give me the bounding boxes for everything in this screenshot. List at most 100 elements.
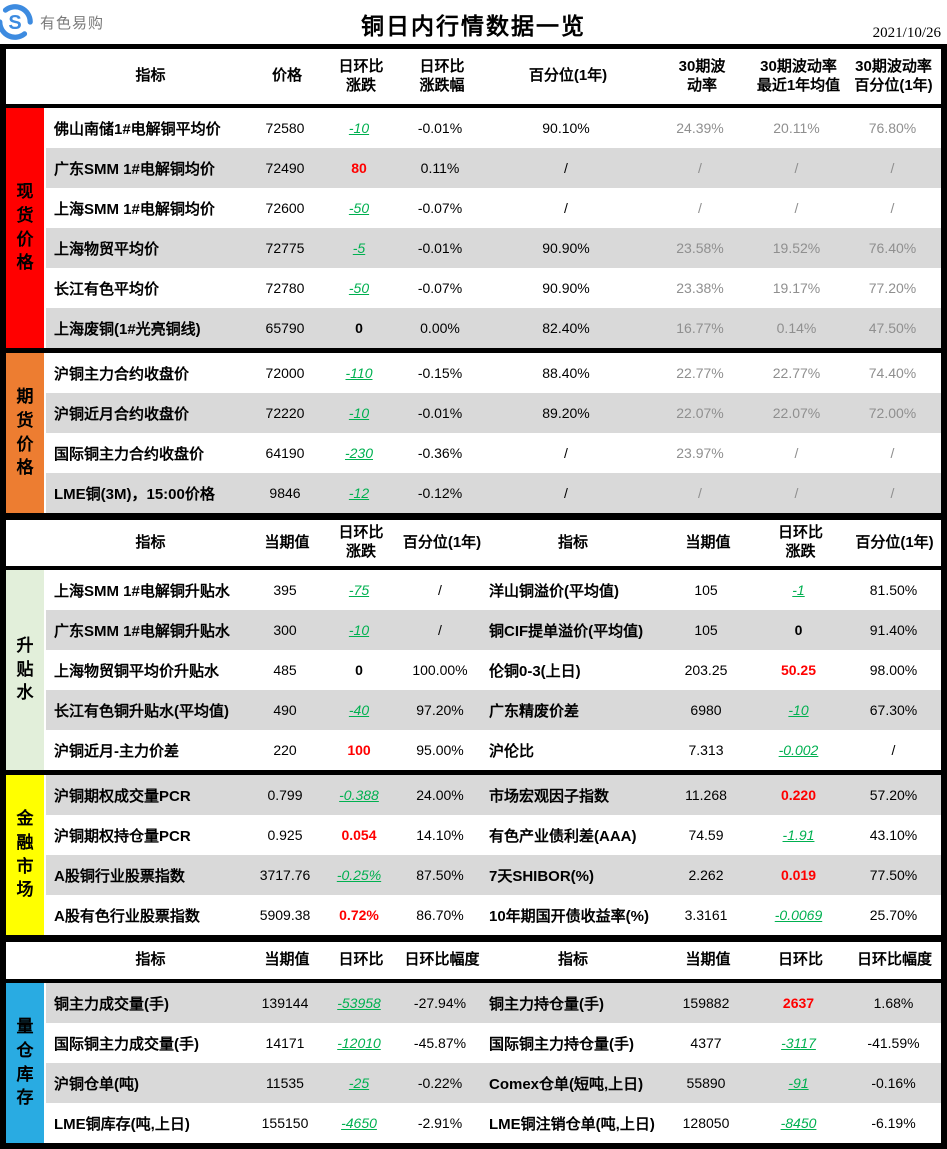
- cell-value: 47.50%: [868, 320, 917, 336]
- cell-value: /: [698, 160, 702, 176]
- column-header: 百分位(1年): [528, 67, 608, 85]
- cell-value: -75: [348, 582, 370, 598]
- cell-value: 77.50%: [869, 867, 918, 883]
- cell-value: 74.59: [688, 827, 724, 843]
- section-label-char: 量: [16, 1017, 34, 1037]
- cell-value: /: [794, 485, 799, 501]
- cell-value: 76.40%: [868, 240, 917, 256]
- cell-value: 72775: [265, 240, 305, 256]
- row-label: 上海物贸铜平均价升贴水: [54, 662, 220, 680]
- cell-value: /: [564, 445, 568, 461]
- cell-value: -230: [344, 445, 374, 461]
- cell-value: /: [794, 200, 799, 216]
- table-row: A股铜行业股票指数 3717.76 -0.25% 87.50% 7天SHIBOR(%) 2…: [46, 855, 941, 895]
- svg-text:S: S: [8, 12, 21, 34]
- table-row: 上海物贸平均价 72775 -5 -0.01% 90.90% 23.58% 19.52% 76…: [46, 228, 941, 268]
- row-label: 伦铜0-3(上日): [489, 662, 581, 680]
- cell-value: 0.799: [267, 787, 303, 803]
- section-label-char: 市: [16, 856, 34, 876]
- row-label: 沪铜仓单(吨): [54, 1075, 139, 1093]
- cell-value: -0.01%: [417, 240, 463, 256]
- cell-value: /: [564, 160, 568, 176]
- row-label: 沪铜近月-主力价差: [54, 742, 179, 760]
- cell-value: -6.19%: [871, 1115, 916, 1131]
- section-label-char: 货: [16, 205, 34, 225]
- cell-value: 55890: [686, 1075, 726, 1091]
- cell-value: 65790: [265, 320, 305, 336]
- cell-value: 155150: [261, 1115, 309, 1131]
- cell-value: 490: [273, 702, 297, 718]
- column-header: 30期波 动率: [678, 57, 726, 94]
- cell-value: 76.80%: [868, 120, 917, 136]
- logo-s-icon: S: [0, 4, 33, 40]
- cell-value: 11.268: [685, 787, 727, 803]
- cell-value: 97.20%: [416, 702, 464, 718]
- cell-value: -50: [348, 280, 370, 296]
- cell-value: 0: [355, 320, 363, 336]
- column-header: 指标: [135, 67, 166, 85]
- cell-value: -0.002: [778, 742, 819, 758]
- table-header-row: 指标 当期值 日环比 日环比幅度 指标 当期值 日环比 日环比幅度: [6, 942, 941, 983]
- column-header: 指标: [557, 951, 588, 969]
- cell-value: 87.50%: [416, 867, 464, 883]
- section-label-char: 水: [16, 683, 34, 703]
- column-header: 日环比幅度: [404, 951, 480, 969]
- cell-value: 24.00%: [416, 787, 464, 803]
- cell-value: 2.262: [688, 867, 724, 883]
- cell-value: 16.77%: [676, 320, 724, 336]
- column-header: 日环比幅度: [856, 951, 932, 969]
- cell-value: 485: [273, 662, 297, 678]
- row-label: 上海物贸平均价: [54, 240, 160, 258]
- cell-value: /: [794, 160, 799, 176]
- column-header: 当期值: [685, 951, 731, 969]
- section-rows: 沪铜主力合约收盘价 72000 -110 -0.15% 88.40% 22.77% 22.7…: [46, 353, 941, 513]
- cell-value: -10: [348, 120, 370, 136]
- table-row: 长江有色铜升贴水(平均值) 490 -40 97.20% 广东精废价差 6980 -10 67…: [46, 690, 941, 730]
- table-sections: 升贴水上海SMM 1#电解铜升贴水 395 -75/洋山铜溢价(平均值) 105 -1 8…: [6, 570, 941, 935]
- cell-value: -0.16%: [871, 1075, 916, 1091]
- cell-value: -8450: [780, 1115, 817, 1131]
- cell-value: /: [890, 485, 895, 501]
- section-label-spot-price: 现货价格: [6, 108, 46, 348]
- row-label: 长江有色铜升贴水(平均值): [54, 702, 229, 720]
- cell-value: 100: [347, 742, 371, 758]
- section-label-char: 升: [16, 635, 34, 655]
- section-label-char: 仓: [16, 1040, 34, 1060]
- row-label: 沪铜期权持仓量PCR: [54, 827, 191, 845]
- row-label: 国际铜主力合约收盘价: [54, 445, 205, 463]
- table-row: 国际铜主力成交量(手) 14171 -12010 -45.87% 国际铜主力持仓量(手)…: [46, 1023, 941, 1063]
- cell-value: 90.90%: [542, 240, 590, 256]
- section-label-char: 货: [16, 410, 34, 430]
- table-header-row: 指标 价格 日环比 涨跌 日环比 涨跌幅 百分位(1年) 30期波 动率 30期波动率 最近…: [6, 49, 941, 108]
- section-label-premium-discount: 升贴水: [6, 570, 46, 770]
- section-label-char: 价: [16, 434, 34, 454]
- section-label-char: 格: [16, 458, 34, 478]
- row-label: 上海SMM 1#电解铜均价: [54, 200, 215, 218]
- cell-value: 81.50%: [869, 582, 918, 598]
- table-row: 国际铜主力合约收盘价 64190 -230 -0.36% / 23.97% / /: [46, 433, 941, 473]
- cell-value: -1: [792, 582, 805, 598]
- column-header: 30期波动率 最近1年均值: [756, 57, 841, 94]
- cell-value: 43.10%: [869, 827, 918, 843]
- volume-inventory-table: 指标 当期值 日环比 日环比幅度 指标 当期值 日环比 日环比幅度 量仓库存铜主力成交量(手)…: [0, 935, 947, 1149]
- cell-value: -40: [348, 702, 370, 718]
- cell-value: -10: [348, 622, 370, 638]
- section-rows: 铜主力成交量(手) 139144 -53958 -27.94% 铜主力持仓量(手) 159…: [46, 983, 941, 1143]
- cell-value: 4377: [690, 1035, 722, 1051]
- cell-value: 159882: [682, 995, 730, 1011]
- cell-value: 105: [694, 622, 718, 638]
- page-header: S 有色易购 铜日内行情数据一览 2021/10/26: [0, 0, 947, 44]
- cell-value: /: [564, 485, 568, 501]
- cell-value: 25.70%: [869, 907, 918, 923]
- column-header: 日环比: [338, 951, 384, 969]
- cell-value: 50.25: [780, 662, 817, 678]
- app-logo: S 有色易购: [0, 3, 104, 41]
- cell-value: 5909.38: [259, 907, 311, 923]
- report-tables: 指标 价格 日环比 涨跌 日环比 涨跌幅 百分位(1年) 30期波 动率 30期波动率 最近…: [0, 44, 947, 1149]
- cell-value: 74.40%: [868, 365, 917, 381]
- cell-value: -0.22%: [417, 1075, 463, 1091]
- cell-value: /: [438, 582, 442, 598]
- cell-value: 90.90%: [542, 280, 590, 296]
- cell-value: -91: [788, 1075, 809, 1091]
- cell-value: /: [698, 485, 702, 501]
